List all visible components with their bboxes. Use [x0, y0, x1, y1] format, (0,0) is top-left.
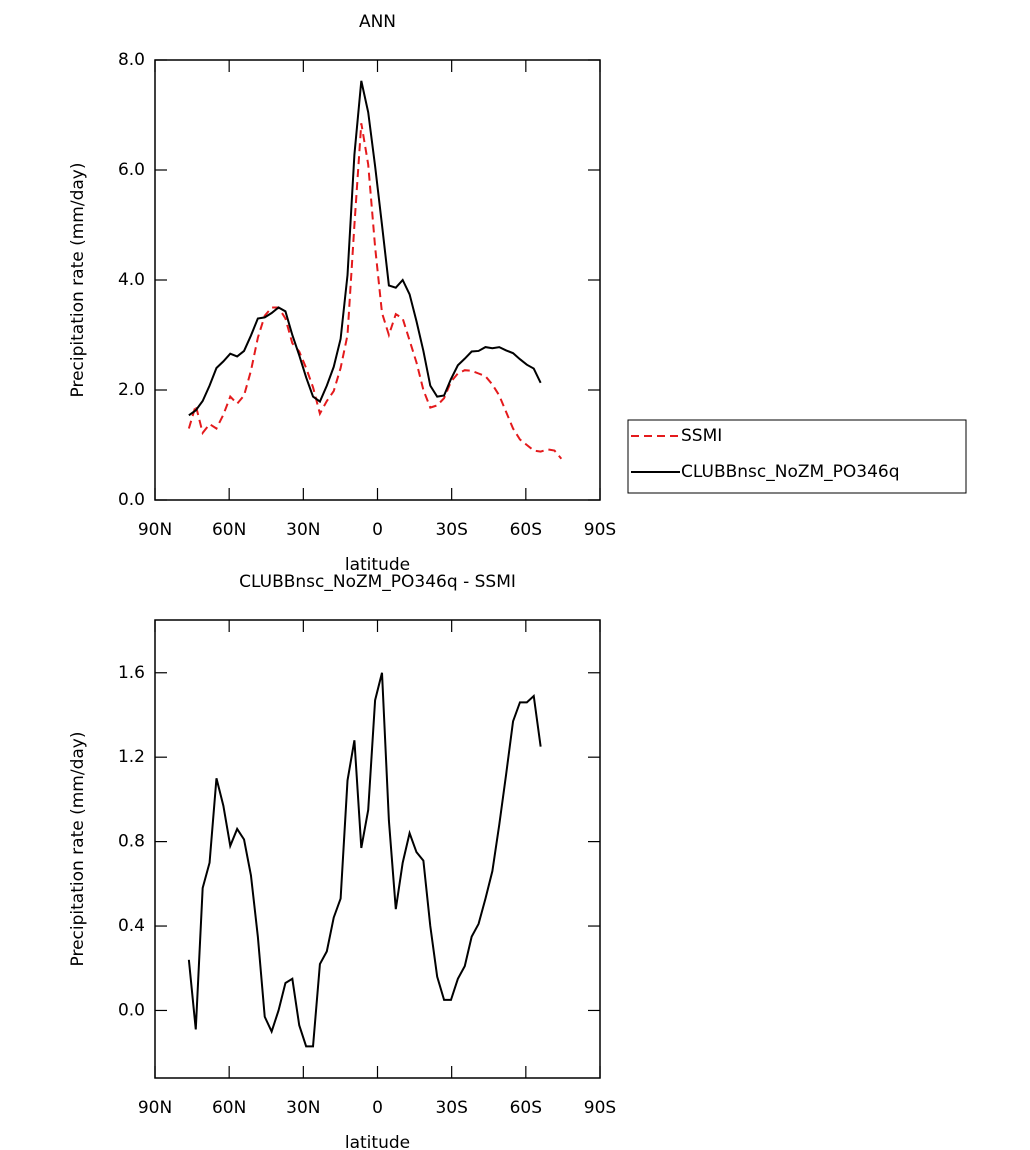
y-axis-label: Precipitation rate (mm/day) — [68, 732, 88, 967]
x-tick-label: 30S — [435, 520, 467, 540]
x-tick-label: 0 — [372, 1098, 383, 1118]
legend-box — [627, 419, 967, 494]
y-tick-label: 0.0 — [118, 1000, 145, 1020]
legend-label: CLUBBnsc_NoZM_PO346q — [681, 462, 900, 482]
y-tick-label: 6.0 — [118, 160, 145, 180]
x-tick-label: 30N — [286, 1098, 320, 1118]
x-tick-label: 60S — [510, 520, 542, 540]
y-tick-label: 0.0 — [118, 490, 145, 510]
y-tick-label: 0.8 — [118, 832, 145, 852]
x-axis-label: latitude — [345, 555, 410, 575]
y-tick-label: 1.2 — [118, 747, 145, 767]
data-line — [187, 672, 542, 1048]
x-tick-label: 90N — [138, 520, 172, 540]
x-tick-label: 90S — [584, 1098, 616, 1118]
data-line — [188, 80, 542, 417]
y-tick-label: 2.0 — [118, 380, 145, 400]
x-tick-label: 90S — [584, 520, 616, 540]
chart-title: ANN — [359, 12, 396, 32]
x-tick-label: 30N — [286, 520, 320, 540]
plot-frame — [154, 59, 601, 501]
legend-label: SSMI — [681, 426, 722, 446]
y-tick-label: 0.4 — [118, 916, 145, 936]
x-tick-label: 60S — [510, 1098, 542, 1118]
x-axis-label: latitude — [345, 1133, 410, 1150]
x-tick-label: 90N — [138, 1098, 172, 1118]
y-tick-label: 8.0 — [118, 50, 145, 70]
x-tick-label: 30S — [435, 1098, 467, 1118]
y-tick-label: 1.6 — [118, 663, 145, 683]
y-axis-label: Precipitation rate (mm/day) — [68, 163, 88, 398]
x-tick-label: 60N — [212, 520, 246, 540]
y-tick-label: 4.0 — [118, 270, 145, 290]
x-tick-label: 60N — [212, 1098, 246, 1118]
chart-title: CLUBBnsc_NoZM_PO346q - SSMI — [239, 572, 516, 592]
x-tick-label: 0 — [372, 520, 383, 540]
